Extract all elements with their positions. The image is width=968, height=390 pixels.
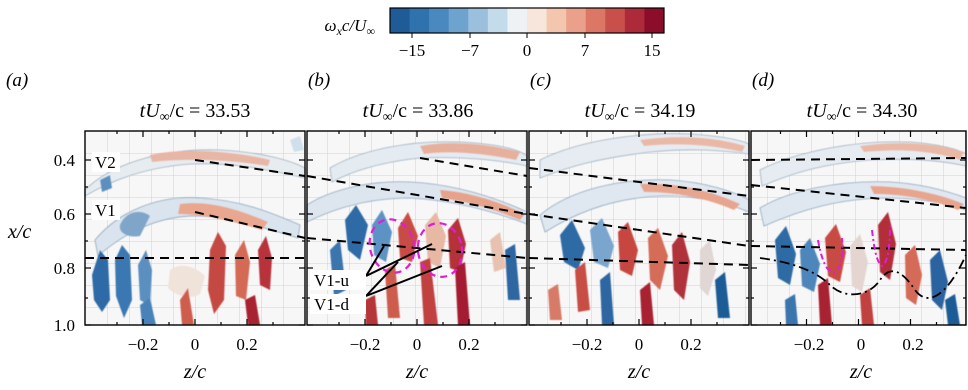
arrow-v1u (365, 243, 433, 277)
x-axis-label: z/c (183, 361, 206, 383)
colorbar-label: ωxc/U∞ (325, 16, 375, 38)
y-tick-label: 0.6 (54, 205, 75, 224)
panel-title-a: tU∞/c = 33.53 (140, 100, 251, 125)
x-tick-label: −0.2 (350, 335, 381, 354)
highlight-ellipse-upper (368, 218, 416, 274)
dashed-line (528, 257, 750, 266)
colorbar-swatch (585, 8, 606, 33)
dashed-line (528, 167, 750, 197)
x-tick-label: 0.2 (458, 335, 479, 354)
panel-letter-a: (a) (6, 70, 28, 91)
x-tick-label: 0 (413, 335, 422, 354)
colorbar-swatch (527, 8, 548, 33)
panel-c-vortices (539, 133, 750, 325)
x-tick-label: 0 (191, 335, 200, 354)
x-tick-label: 0.2 (680, 335, 701, 354)
colorbar-swatch (448, 8, 469, 33)
dashed-line (750, 157, 967, 161)
colorbar-tick-label: 15 (644, 41, 661, 60)
colorbar-swatch (546, 8, 567, 33)
x-tick-label: −0.2 (128, 335, 159, 354)
colorbar-swatch (429, 8, 450, 33)
colorbar-swatch (624, 8, 645, 33)
colorbar-tick-label: −15 (399, 41, 426, 60)
arrow-v1d (365, 265, 443, 297)
dashed-line (750, 245, 967, 251)
dashed-line (306, 175, 528, 215)
y-tick-label: 1.0 (54, 316, 75, 335)
label-backdrop (92, 200, 120, 220)
panel-a-vortices (84, 136, 306, 325)
panel-letter-d: (d) (752, 70, 774, 91)
label-v1: V1 (95, 201, 116, 220)
dashed-guides (85, 157, 967, 266)
dashed-line (750, 184, 967, 209)
x-tick-label: −0.2 (572, 335, 603, 354)
panel-letter-b: (b) (308, 70, 330, 91)
dashed-line (194, 211, 306, 239)
panel-title-d: tU∞/c = 34.30 (807, 100, 918, 125)
dashed-line (419, 157, 528, 177)
colorbar: ωxc/U∞ −15 −7 0 7 15 (325, 7, 665, 60)
label-backdrop (310, 270, 366, 290)
dashed-line (194, 159, 306, 177)
x-tick-label: 0 (635, 335, 644, 354)
label-backdrop (310, 294, 366, 314)
y-axis-label: x/c (7, 221, 31, 243)
arrow-v1u (365, 245, 385, 277)
x-tick-label: 0.2 (902, 335, 923, 354)
hairpin-outlines (817, 225, 891, 274)
x-axis-label: z/c (627, 361, 650, 383)
colorbar-tick-label: 0 (523, 41, 532, 60)
colorbar-swatch (409, 8, 430, 33)
axis-ticks (85, 131, 966, 326)
colorbar-swatch (566, 8, 587, 33)
hairpin-outline (871, 225, 891, 268)
x-tick-label: 0 (857, 335, 866, 354)
panel-letter-c: (c) (530, 70, 551, 91)
colorbar-swatch (390, 8, 411, 33)
colorbar-swatches (390, 8, 665, 33)
hairpin-outline (817, 237, 844, 274)
panel-title-c: tU∞/c = 34.19 (585, 100, 696, 125)
colorbar-swatch (487, 8, 508, 33)
panel-title-b: tU∞/c = 33.86 (363, 100, 474, 125)
x-axis-label: z/c (849, 361, 872, 383)
label-v2: V2 (95, 153, 116, 172)
label-v1-u: V1-u (314, 271, 349, 290)
colorbar-swatch (644, 8, 665, 33)
dashed-line (528, 213, 750, 247)
y-tick-label: 0.4 (54, 151, 76, 170)
trajectory-curve (759, 254, 967, 299)
x-axis-label: z/c (405, 361, 428, 383)
y-tick-label: 0.8 (54, 259, 75, 278)
x-tick-label: −0.2 (794, 335, 825, 354)
colorbar-swatch (507, 8, 528, 33)
x-tick-label: 0.2 (236, 335, 257, 354)
panel-d-vortices (759, 141, 967, 325)
arrow-v1d (365, 261, 399, 297)
colorbar-swatch (468, 8, 489, 33)
label-v1-d: V1-d (314, 295, 349, 314)
highlight-ellipses (368, 218, 464, 278)
label-backdrop (92, 152, 120, 172)
colorbar-tick-label: −7 (461, 41, 480, 60)
dashed-line (306, 237, 528, 259)
colorbar-tick-label: 7 (581, 41, 590, 60)
annotation-arrows (365, 243, 443, 297)
colorbar-swatch (605, 8, 626, 33)
highlight-ellipse-lower (416, 222, 464, 278)
